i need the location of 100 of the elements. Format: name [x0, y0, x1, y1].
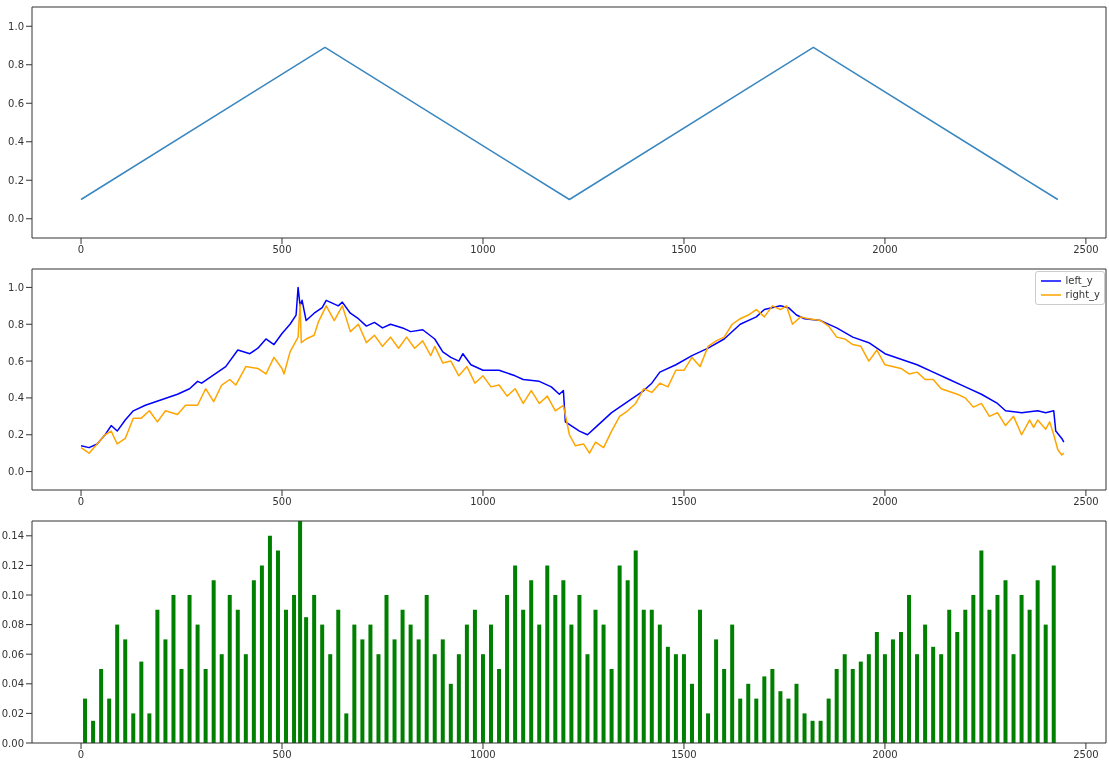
bar [722, 669, 727, 743]
bar [284, 609, 289, 743]
bar [738, 698, 743, 743]
bar [963, 609, 968, 743]
bar [91, 720, 96, 743]
bar [416, 639, 421, 743]
bar [235, 609, 240, 743]
bar [131, 713, 136, 743]
bar [649, 609, 654, 743]
bar [698, 609, 703, 743]
bar [593, 609, 598, 743]
y-tick-label: 0.2 [8, 429, 24, 441]
bar [480, 654, 485, 743]
bar [489, 624, 494, 743]
x-tick-label: 2000 [872, 244, 898, 256]
bar [376, 654, 381, 743]
bar [203, 669, 208, 743]
bar [995, 595, 1000, 743]
bar [979, 550, 984, 743]
bar [432, 654, 437, 743]
y-tick-label: 0.8 [8, 59, 24, 71]
bar [939, 654, 944, 743]
bar [706, 713, 711, 743]
bar [553, 595, 558, 743]
bar [890, 639, 895, 743]
x-tick-label: 1000 [470, 749, 496, 761]
bar [850, 669, 855, 743]
y-tick-label: 0.6 [8, 355, 24, 367]
bar [219, 654, 224, 743]
bar [179, 669, 184, 743]
bar [99, 669, 104, 743]
y-tick-label: 0.2 [8, 174, 24, 186]
x-tick-label: 0 [77, 749, 85, 761]
x-tick-label: 500 [272, 749, 292, 761]
bar [195, 624, 200, 743]
y-tick-label: 0.0 [8, 466, 24, 478]
y-tick-label: 0.04 [1, 678, 24, 690]
bar [336, 609, 341, 743]
bar [1019, 595, 1024, 743]
bar [802, 713, 807, 743]
bar [834, 669, 839, 743]
bar [171, 595, 176, 743]
x-tick-label: 1500 [671, 496, 697, 508]
bar [971, 595, 976, 743]
bar [1035, 580, 1040, 743]
bar [1051, 565, 1056, 743]
bar [681, 654, 686, 743]
bar [778, 691, 783, 743]
bar [352, 624, 357, 743]
bar [497, 669, 502, 743]
bar [955, 632, 960, 743]
y-tick-label: 0.02 [1, 707, 24, 719]
bar [545, 565, 550, 743]
bar [657, 624, 662, 743]
x-tick-label: 1500 [671, 749, 697, 761]
bar [400, 609, 405, 743]
bar [424, 595, 429, 743]
bar [673, 654, 678, 743]
bar [328, 654, 333, 743]
x-tick-label: 500 [272, 244, 292, 256]
bar [923, 624, 928, 743]
bar [368, 624, 373, 743]
x-tick-label: 1000 [470, 496, 496, 508]
bar [115, 624, 120, 743]
y-tick-label: 0.8 [8, 318, 24, 330]
y-tick-label: 0.6 [8, 97, 24, 109]
y-tick-label: 0.10 [1, 589, 24, 601]
bar [770, 669, 775, 743]
y-tick-label: 1.0 [8, 281, 24, 293]
bar [275, 550, 280, 743]
bar [746, 683, 751, 743]
y-tick-label: 0.4 [8, 392, 24, 404]
x-tick-label: 2500 [1073, 749, 1099, 761]
bar [267, 535, 272, 743]
y-tick-label: 0.14 [1, 530, 24, 542]
y-tick-label: 0.08 [1, 619, 24, 631]
bar [786, 698, 791, 743]
bar [448, 683, 453, 743]
bar [211, 580, 216, 743]
bar [292, 595, 297, 743]
y-tick-label: 1.0 [8, 20, 24, 32]
bar [810, 720, 815, 743]
y-tick-label: 0.00 [1, 737, 24, 749]
bar [882, 654, 887, 743]
bar [561, 580, 566, 743]
bar [163, 639, 168, 743]
bar [529, 580, 534, 743]
bar [730, 624, 735, 743]
bar [298, 521, 303, 743]
bar [472, 609, 477, 743]
bar [251, 580, 256, 743]
bar [384, 595, 389, 743]
bar [1011, 654, 1016, 743]
bar [408, 624, 413, 743]
bar [392, 639, 397, 743]
x-tick-label: 2000 [872, 749, 898, 761]
bar [139, 661, 144, 743]
bar [577, 595, 582, 743]
bar [762, 676, 767, 743]
bar [1003, 580, 1008, 743]
